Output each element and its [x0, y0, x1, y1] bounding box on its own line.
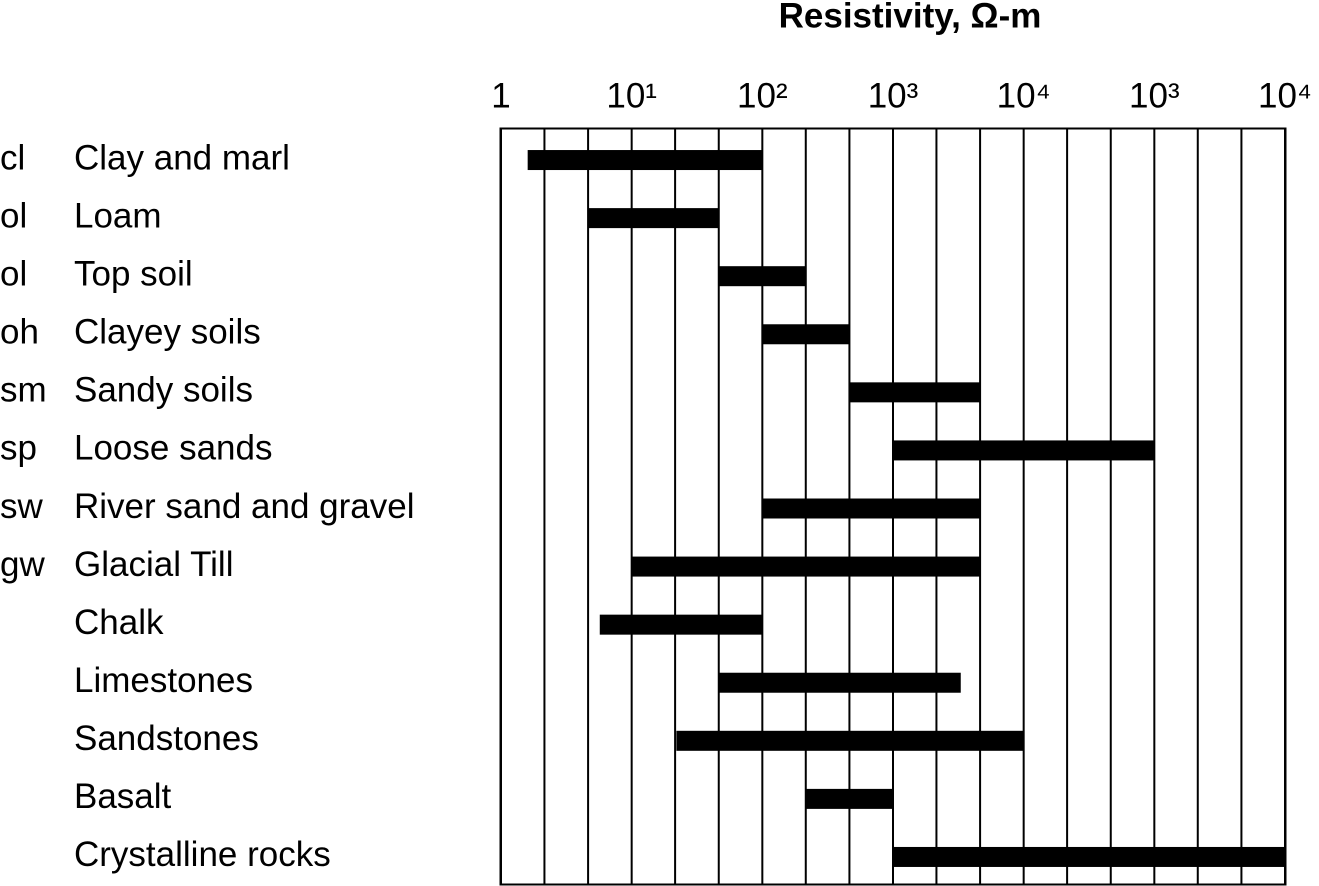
row-code: sm [0, 371, 47, 410]
y-tick-label: Chalk [74, 603, 164, 642]
bar [599, 614, 763, 635]
x-tick-label: 10⁴ [997, 76, 1051, 115]
y-tick-label: Sandstones [74, 719, 259, 758]
y-tick-label: Clay and marl [74, 138, 290, 177]
bar [762, 324, 849, 345]
row-code: sp [0, 429, 37, 468]
x-tick-label: 10¹ [606, 76, 657, 115]
bar [718, 266, 806, 287]
y-tick-label: Loose sands [74, 429, 272, 468]
bar [718, 672, 961, 693]
y-tick-label: Top soil [74, 254, 193, 293]
row-code: cl [0, 138, 25, 177]
bar [527, 150, 763, 171]
bar [631, 556, 980, 577]
y-tick-label: River sand and gravel [74, 487, 414, 526]
y-tick-label: Clayey soils [74, 313, 261, 352]
bar [805, 788, 893, 809]
y-tick-label: Crystalline rocks [74, 835, 331, 874]
x-tick-label: 10³ [868, 76, 919, 115]
y-tick-label: Sandy soils [74, 371, 253, 410]
bar [587, 208, 719, 229]
bar [762, 498, 980, 519]
bar [848, 382, 980, 403]
y-tick-label: Glacial Till [74, 545, 233, 584]
x-tick-label: 1 [491, 76, 510, 115]
bar [676, 730, 1024, 751]
y-tick-label: Limestones [74, 661, 253, 700]
x-tick-label: 10² [737, 76, 788, 115]
chart-title: Resistivity, Ω-m [779, 0, 1042, 35]
bar [893, 440, 1155, 461]
row-code: ol [0, 196, 27, 235]
row-code: sw [0, 487, 44, 526]
y-tick-label: Loam [74, 196, 162, 235]
bar [893, 846, 1285, 867]
row-code: oh [0, 313, 39, 352]
row-code: ol [0, 254, 27, 293]
y-tick-label: Basalt [74, 777, 172, 816]
row-code: gw [0, 545, 45, 584]
x-tick-label: 10⁴ [1258, 76, 1312, 115]
x-tick-label: 10³ [1129, 76, 1180, 115]
